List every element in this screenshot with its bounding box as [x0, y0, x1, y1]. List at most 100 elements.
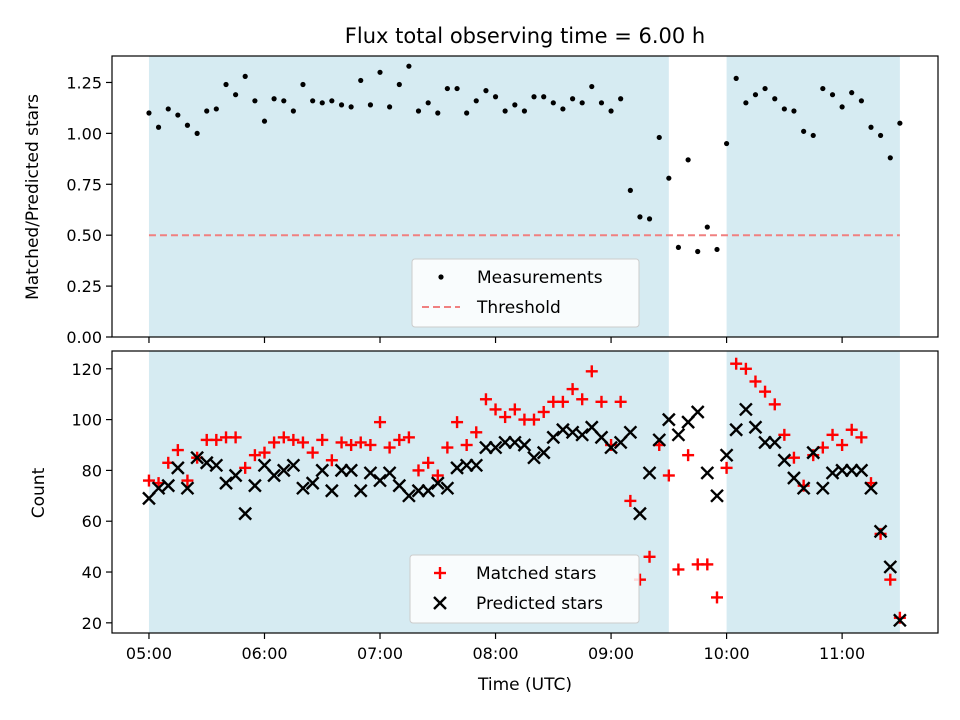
- measurement-point-19: [329, 98, 335, 104]
- matched-point-65: [768, 398, 781, 411]
- matched-point-49: [614, 395, 627, 408]
- predicted-point-21: [344, 463, 358, 478]
- measurement-point-51: [637, 214, 643, 220]
- count-panel: 20 40 60 80 100 120 05:00 06:00 07:00 08:00 09:00…: [29, 350, 939, 695]
- matched-point-40: [528, 413, 541, 426]
- count-points: [142, 357, 907, 628]
- measurement-point-2: [165, 106, 171, 112]
- measurement-point-73: [849, 90, 855, 96]
- matched-point-16: [296, 436, 309, 449]
- matched-point-23: [364, 439, 377, 451]
- measurement-point-43: [560, 106, 566, 112]
- matched-point-35: [479, 393, 492, 406]
- count-x-axis: 05:00 06:00 07:00 08:00 09:00 10:00 11:00: [126, 633, 865, 663]
- measurement-point-3: [175, 112, 181, 118]
- predicted-point-68: [796, 481, 811, 496]
- predicted-point-40: [527, 450, 541, 465]
- matched-point-38: [508, 403, 521, 416]
- predicted-point-70: [815, 481, 830, 496]
- matched-point-27: [402, 431, 415, 444]
- count-y-tick-label-2: 60: [82, 512, 102, 531]
- matched-point-36: [489, 403, 502, 416]
- measurement-point-61: [733, 75, 739, 81]
- legend-measurements-marker: [438, 274, 444, 280]
- matched-point-34: [470, 426, 483, 439]
- count-y-tick-label-3: 80: [82, 461, 102, 480]
- measurement-point-69: [810, 132, 816, 139]
- matched-point-37: [499, 411, 512, 424]
- predicted-point-1: [151, 481, 166, 496]
- predicted-point-44: [565, 425, 580, 440]
- matched-point-47: [595, 395, 608, 408]
- matched-point-44: [566, 383, 579, 396]
- measurement-point-10: [242, 73, 248, 79]
- count-legend: Matched stars Predicted stars: [409, 554, 640, 624]
- matched-point-64: [759, 385, 772, 398]
- matched-point-29: [422, 456, 435, 469]
- predicted-point-51: [633, 506, 647, 521]
- ratio-legend: Measurements Threshold: [411, 258, 640, 328]
- measurement-point-68: [801, 128, 807, 134]
- matched-point-26: [393, 433, 406, 446]
- predicted-point-63: [748, 420, 763, 435]
- legend-matched-label: Matched stars: [476, 564, 596, 584]
- predicted-point-24: [373, 473, 387, 488]
- measurement-point-13: [271, 96, 277, 102]
- predicted-point-78: [893, 613, 907, 628]
- matched-point-22: [354, 436, 367, 449]
- ratio-y-tick-label-2: 0.50: [66, 226, 102, 245]
- count-y-tick-label-1: 40: [82, 563, 102, 582]
- predicted-point-52: [642, 466, 657, 480]
- measurement-point-29: [425, 100, 431, 106]
- matched-point-43: [556, 395, 569, 408]
- matched-point-41: [537, 405, 550, 418]
- predicted-point-6: [199, 455, 214, 470]
- count-x-tick-label-1: 06:00: [241, 644, 287, 663]
- measurement-point-53: [656, 134, 662, 141]
- matched-point-77: [884, 573, 897, 586]
- predicted-point-65: [767, 435, 782, 450]
- measurement-point-16: [300, 81, 306, 88]
- matched-point-20: [335, 436, 348, 449]
- observing-window-1: [726, 351, 900, 633]
- matched-point-33: [460, 439, 473, 451]
- count-x-tick-label-4: 09:00: [588, 644, 634, 663]
- predicted-point-38: [507, 435, 522, 450]
- ratio-axes-frame: [111, 55, 939, 338]
- measurement-point-37: [502, 108, 508, 114]
- predicted-point-75: [864, 481, 878, 496]
- predicted-point-23: [363, 466, 378, 480]
- predicted-point-18: [315, 463, 330, 478]
- matched-point-73: [845, 423, 858, 436]
- predicted-point-31: [440, 481, 455, 496]
- matched-point-46: [585, 365, 598, 378]
- ratio-legend-box: [411, 258, 640, 328]
- matched-point-71: [826, 428, 839, 441]
- measurement-point-39: [521, 108, 528, 114]
- measurement-point-44: [569, 96, 576, 102]
- count-x-tick-label-0: 05:00: [126, 644, 172, 663]
- matched-point-12: [258, 446, 271, 459]
- matched-point-9: [229, 431, 242, 444]
- matched-point-72: [836, 439, 849, 451]
- matched-point-74: [855, 431, 868, 444]
- measurement-point-24: [377, 69, 383, 75]
- predicted-point-69: [806, 445, 821, 460]
- predicted-point-17: [305, 476, 320, 490]
- measurement-point-62: [743, 100, 749, 106]
- predicted-point-59: [710, 488, 724, 503]
- measurement-point-45: [579, 100, 585, 106]
- matched-point-50: [624, 494, 637, 507]
- measurement-point-47: [598, 100, 605, 106]
- ratio-y-tick-label-1: 0.25: [66, 277, 102, 296]
- ratio-y-axis: 0.00 0.25 0.50 0.75 1.00 1.25: [66, 73, 112, 347]
- measurement-point-48: [608, 108, 614, 114]
- predicted-point-30: [430, 476, 445, 490]
- predicted-point-15: [286, 458, 301, 473]
- matched-point-58: [701, 558, 714, 571]
- matched-point-45: [576, 393, 589, 406]
- predicted-point-7: [209, 458, 224, 473]
- predicted-point-45: [575, 427, 590, 442]
- measurement-point-28: [415, 108, 422, 114]
